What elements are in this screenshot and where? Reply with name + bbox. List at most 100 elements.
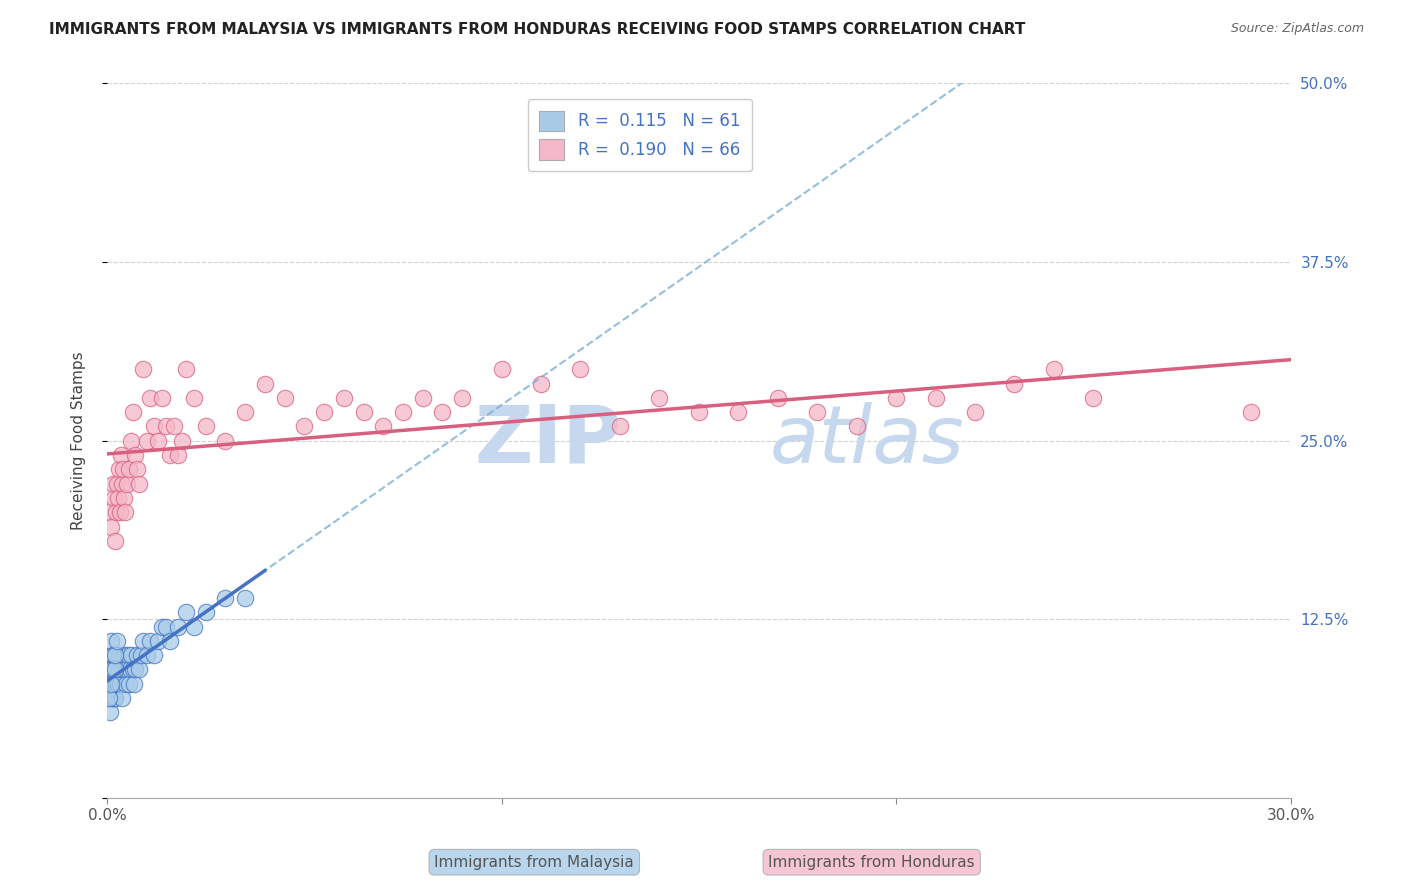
- Point: [114, 505, 136, 519]
- Point: [135, 648, 157, 662]
- Point: [100, 662, 122, 676]
- Point: [273, 391, 295, 405]
- Text: Source: ZipAtlas.com: Source: ZipAtlas.com: [1230, 22, 1364, 36]
- Point: [569, 362, 592, 376]
- Point: [101, 662, 124, 676]
- Point: [1004, 376, 1026, 391]
- Point: [155, 619, 177, 633]
- Point: [120, 434, 142, 448]
- Point: [103, 648, 125, 662]
- Point: [194, 419, 217, 434]
- Point: [101, 677, 124, 691]
- Point: [101, 648, 124, 662]
- Point: [766, 391, 789, 405]
- Point: [98, 677, 121, 691]
- Point: [118, 677, 141, 691]
- Point: [124, 448, 146, 462]
- Point: [108, 462, 131, 476]
- Point: [121, 405, 143, 419]
- Point: [98, 691, 121, 706]
- Point: [122, 677, 145, 691]
- Point: [125, 648, 148, 662]
- Point: [121, 662, 143, 676]
- Point: [233, 405, 256, 419]
- Point: [806, 405, 828, 419]
- Point: [105, 662, 128, 676]
- Point: [104, 505, 127, 519]
- Point: [115, 662, 138, 676]
- Point: [128, 476, 150, 491]
- Point: [214, 434, 236, 448]
- Point: [150, 391, 173, 405]
- Point: [148, 633, 170, 648]
- Point: [111, 691, 134, 706]
- Point: [108, 505, 131, 519]
- Point: [353, 405, 375, 419]
- Point: [120, 648, 142, 662]
- Point: [108, 662, 131, 676]
- Point: [491, 362, 513, 376]
- Point: [111, 462, 134, 476]
- Point: [98, 691, 121, 706]
- Point: [124, 662, 146, 676]
- Point: [432, 405, 454, 419]
- Point: [101, 476, 124, 491]
- Point: [170, 434, 193, 448]
- Text: IMMIGRANTS FROM MALAYSIA VS IMMIGRANTS FROM HONDURAS RECEIVING FOOD STAMPS CORRE: IMMIGRANTS FROM MALAYSIA VS IMMIGRANTS F…: [49, 22, 1025, 37]
- Point: [98, 706, 121, 720]
- Y-axis label: Receiving Food Stamps: Receiving Food Stamps: [72, 351, 86, 530]
- Point: [104, 691, 127, 706]
- Point: [111, 476, 134, 491]
- Point: [110, 448, 132, 462]
- Point: [103, 691, 125, 706]
- Point: [131, 633, 153, 648]
- Point: [884, 391, 907, 405]
- Point: [253, 376, 276, 391]
- Point: [112, 648, 135, 662]
- Point: [150, 619, 173, 633]
- Point: [155, 419, 177, 434]
- Point: [98, 505, 121, 519]
- Point: [148, 434, 170, 448]
- Point: [143, 648, 166, 662]
- Point: [373, 419, 395, 434]
- Point: [688, 405, 710, 419]
- Point: [1240, 405, 1263, 419]
- Point: [103, 662, 125, 676]
- Point: [292, 419, 315, 434]
- Point: [104, 533, 127, 548]
- Point: [392, 405, 415, 419]
- Point: [118, 662, 141, 676]
- Point: [100, 633, 122, 648]
- Point: [108, 648, 131, 662]
- Point: [103, 677, 125, 691]
- Point: [103, 491, 125, 505]
- Text: Immigrants from Malaysia: Immigrants from Malaysia: [434, 855, 634, 870]
- Point: [100, 662, 122, 676]
- Point: [1083, 391, 1105, 405]
- Point: [135, 434, 157, 448]
- Point: [101, 662, 124, 676]
- Point: [530, 376, 553, 391]
- Point: [108, 677, 131, 691]
- Point: [845, 419, 868, 434]
- Text: Immigrants from Honduras: Immigrants from Honduras: [769, 855, 974, 870]
- Point: [129, 648, 152, 662]
- Point: [105, 648, 128, 662]
- Point: [194, 605, 217, 619]
- Legend: R =  0.115   N = 61, R =  0.190   N = 66: R = 0.115 N = 61, R = 0.190 N = 66: [527, 99, 752, 171]
- Point: [104, 662, 127, 676]
- Point: [139, 391, 162, 405]
- Point: [105, 476, 128, 491]
- Point: [107, 662, 129, 676]
- Point: [167, 619, 190, 633]
- Point: [104, 648, 127, 662]
- Point: [105, 633, 128, 648]
- Point: [139, 633, 162, 648]
- Point: [648, 391, 671, 405]
- Point: [412, 391, 434, 405]
- Point: [451, 391, 474, 405]
- Point: [183, 391, 205, 405]
- Point: [115, 677, 138, 691]
- Point: [312, 405, 335, 419]
